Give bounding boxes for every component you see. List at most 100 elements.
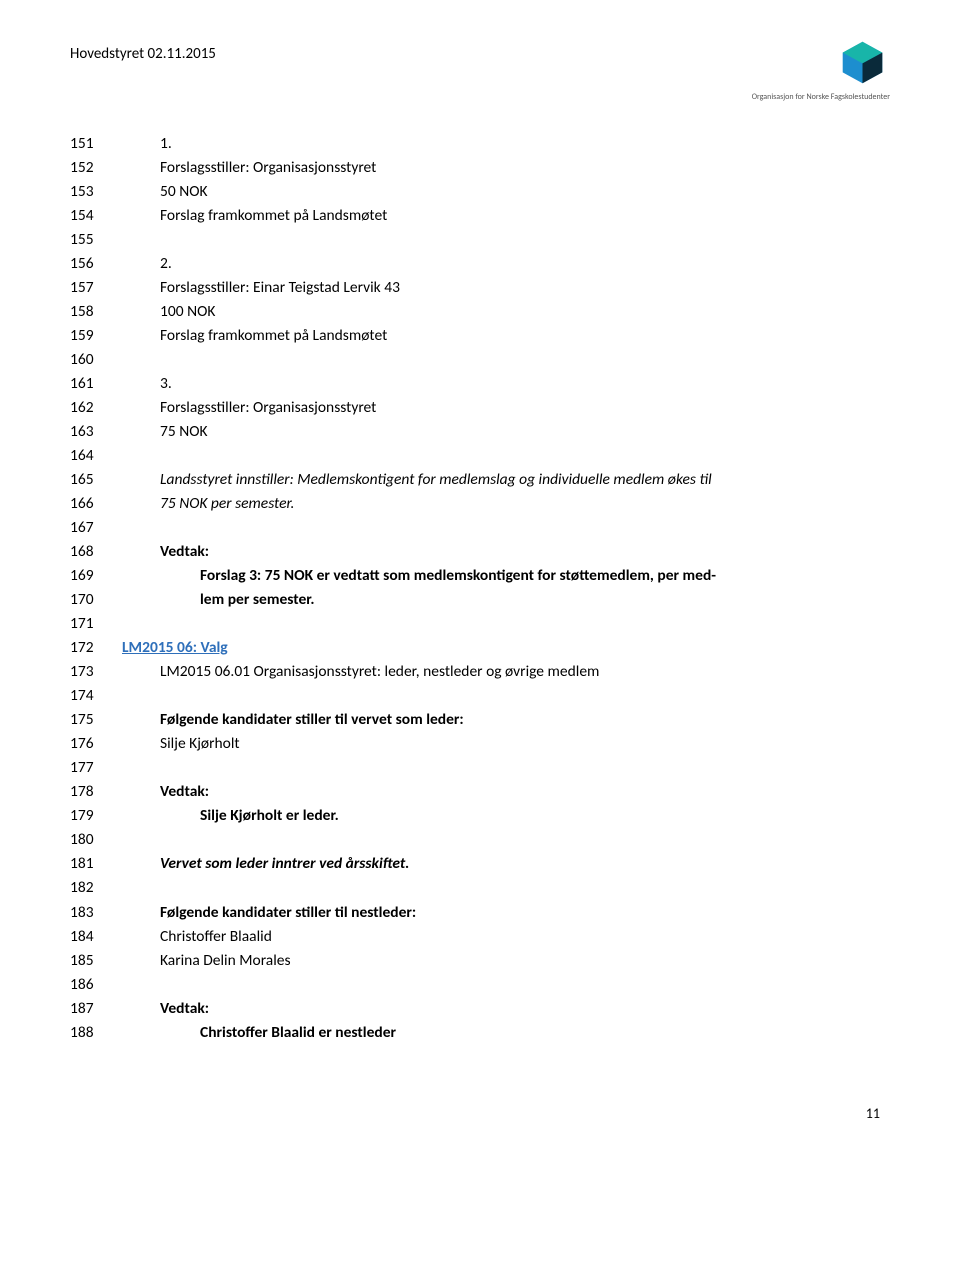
line-number: 158	[70, 300, 122, 324]
document-line: 16675 NOK per semester.	[70, 492, 890, 516]
line-number: 176	[70, 732, 122, 756]
line-number: 151	[70, 132, 122, 156]
document-line: 186	[70, 973, 890, 997]
document-line: 185Karina Delin Morales	[70, 949, 890, 973]
line-number: 177	[70, 756, 122, 780]
page-header: Hovedstyret 02.11.2015 Organisasjon for …	[70, 40, 890, 102]
document-line: 1613.	[70, 372, 890, 396]
line-text: Silje Kjørholt er leder.	[122, 804, 890, 828]
document-line: 16375 NOK	[70, 420, 890, 444]
line-number: 153	[70, 180, 122, 204]
document-line: 15350 NOK	[70, 180, 890, 204]
document-line: 171	[70, 612, 890, 636]
line-text: Christoffer Blaalid er nestleder	[122, 1021, 890, 1045]
line-number: 182	[70, 876, 122, 900]
document-line: 165Landsstyret innstiller: Medlemskontig…	[70, 468, 890, 492]
line-text: Vedtak:	[122, 997, 890, 1021]
document-line: 157Forslagsstiller: Einar Teigstad Lervi…	[70, 276, 890, 300]
line-text: 3.	[122, 372, 890, 396]
line-text: 75 NOK per semester.	[122, 492, 890, 516]
section-heading-link[interactable]: LM2015 06: Valg	[122, 638, 228, 657]
document-line: 155	[70, 228, 890, 252]
document-line: 175Følgende kandidater stiller til verve…	[70, 708, 890, 732]
line-text: 100 NOK	[122, 300, 890, 324]
document-line: 168Vedtak:	[70, 540, 890, 564]
line-text: Vedtak:	[122, 780, 890, 804]
page-number: 11	[70, 1105, 890, 1122]
line-text: Forslag framkommet på Landsmøtet	[122, 324, 890, 348]
document-line: 169Forslag 3: 75 NOK er vedtatt som medl…	[70, 564, 890, 588]
line-number: 185	[70, 949, 122, 973]
line-number: 167	[70, 516, 122, 540]
line-text: lem per semester.	[122, 588, 890, 612]
line-text: Forslagsstiller: Organisasjonsstyret	[122, 396, 890, 420]
line-text: Karina Delin Morales	[122, 949, 890, 973]
line-number: 165	[70, 468, 122, 492]
line-number: 166	[70, 492, 122, 516]
line-text: Forslag framkommet på Landsmøtet	[122, 204, 890, 228]
document-line: 179Silje Kjørholt er leder.	[70, 804, 890, 828]
line-number: 174	[70, 684, 122, 708]
line-text: Vedtak:	[122, 540, 890, 564]
line-number: 173	[70, 660, 122, 684]
line-number: 160	[70, 348, 122, 372]
header-title: Hovedstyret 02.11.2015	[70, 45, 216, 63]
line-text: Forslagsstiller: Einar Teigstad Lervik 4…	[122, 276, 890, 300]
line-text: Forslagsstiller: Organisasjonsstyret	[122, 156, 890, 180]
document-line: 164	[70, 444, 890, 468]
line-number: 168	[70, 540, 122, 564]
document-line: 187Vedtak:	[70, 997, 890, 1021]
document-line: 1562.	[70, 252, 890, 276]
line-number: 152	[70, 156, 122, 180]
line-number: 162	[70, 396, 122, 420]
document-line: 167	[70, 516, 890, 540]
line-number: 171	[70, 612, 122, 636]
document-line: 188Christoffer Blaalid er nestleder	[70, 1021, 890, 1045]
line-number: 159	[70, 324, 122, 348]
line-number: 164	[70, 444, 122, 468]
document-line: 160	[70, 348, 890, 372]
line-text: Silje Kjørholt	[122, 732, 890, 756]
line-number: 154	[70, 204, 122, 228]
document-line: 159Forslag framkommet på Landsmøtet	[70, 324, 890, 348]
line-text: Følgende kandidater stiller til vervet s…	[122, 708, 890, 732]
document-line: 173LM2015 06.01 Organisasjonsstyret: led…	[70, 660, 890, 684]
document-line: 152Forslagsstiller: Organisasjonsstyret	[70, 156, 890, 180]
line-text: LM2015 06: Valg	[122, 636, 890, 660]
line-number: 183	[70, 901, 122, 925]
document-line: 178Vedtak:	[70, 780, 890, 804]
line-number: 178	[70, 780, 122, 804]
document-line: 158100 NOK	[70, 300, 890, 324]
line-number: 172	[70, 636, 122, 660]
line-text: Landsstyret innstiller: Medlemskontigent…	[122, 468, 890, 492]
line-text: 2.	[122, 252, 890, 276]
line-number: 186	[70, 973, 122, 997]
line-number: 157	[70, 276, 122, 300]
logo-caption: Organisasjon for Norske Fagskolestudente…	[752, 92, 890, 102]
line-number: 156	[70, 252, 122, 276]
document-line: 181Vervet som leder inntrer ved årsskift…	[70, 852, 890, 876]
line-text: Vervet som leder inntrer ved årsskiftet.	[122, 852, 890, 876]
line-text: LM2015 06.01 Organisasjonsstyret: leder,…	[122, 660, 890, 684]
document-line: 184Christoffer Blaalid	[70, 925, 890, 949]
line-number: 179	[70, 804, 122, 828]
line-text: 75 NOK	[122, 420, 890, 444]
line-number: 161	[70, 372, 122, 396]
line-text: Forslag 3: 75 NOK er vedtatt som medlems…	[122, 564, 890, 588]
document-line: 177	[70, 756, 890, 780]
line-text: Christoffer Blaalid	[122, 925, 890, 949]
line-number: 188	[70, 1021, 122, 1045]
document-line: 172LM2015 06: Valg	[70, 636, 890, 660]
line-number: 184	[70, 925, 122, 949]
document-line: 182	[70, 876, 890, 900]
line-number: 181	[70, 852, 122, 876]
line-number: 187	[70, 997, 122, 1021]
organization-logo: Organisasjon for Norske Fagskolestudente…	[752, 40, 890, 102]
document-line: 162Forslagsstiller: Organisasjonsstyret	[70, 396, 890, 420]
document-line: 154Forslag framkommet på Landsmøtet	[70, 204, 890, 228]
document-line: 180	[70, 828, 890, 852]
document-line: 1511.	[70, 132, 890, 156]
line-number: 170	[70, 588, 122, 612]
document-line: 183Følgende kandidater stiller til nestl…	[70, 901, 890, 925]
line-text: 50 NOK	[122, 180, 890, 204]
